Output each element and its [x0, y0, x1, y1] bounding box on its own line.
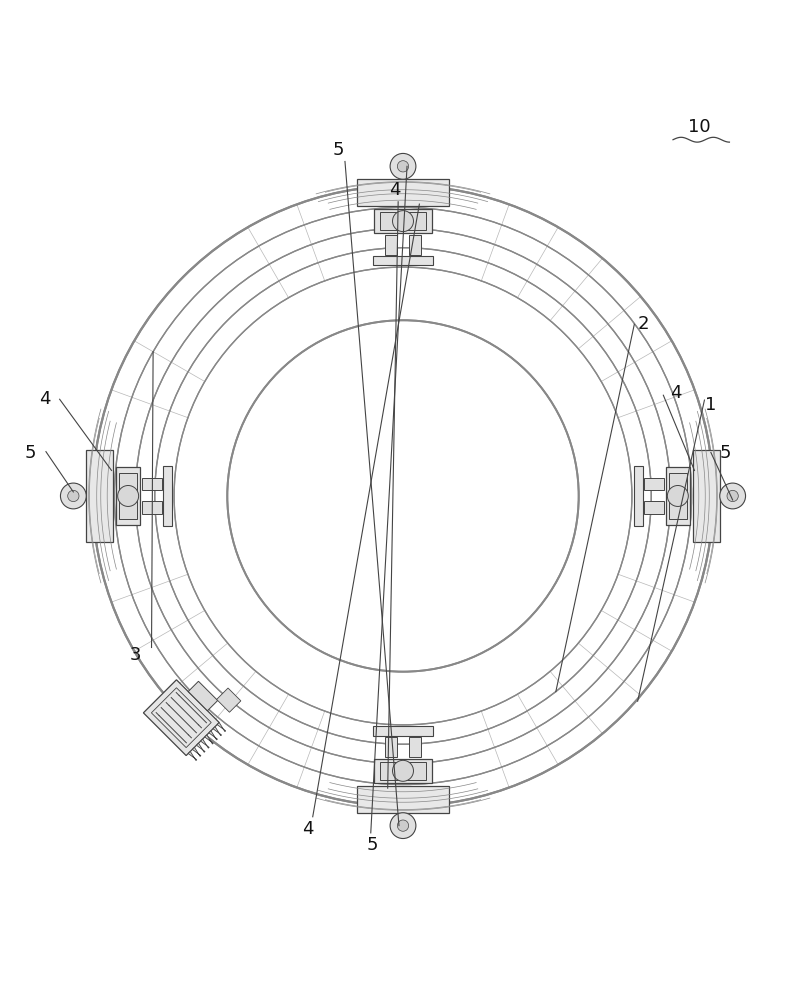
Circle shape [68, 490, 79, 502]
Polygon shape [205, 735, 214, 744]
Polygon shape [669, 473, 687, 519]
Polygon shape [409, 737, 422, 757]
Polygon shape [116, 467, 140, 525]
Polygon shape [209, 731, 218, 740]
Circle shape [393, 211, 413, 232]
Polygon shape [119, 473, 137, 519]
Circle shape [390, 813, 416, 839]
Polygon shape [409, 235, 422, 255]
Text: 5: 5 [367, 836, 378, 854]
Polygon shape [634, 466, 643, 526]
Circle shape [118, 485, 139, 506]
Polygon shape [644, 478, 664, 490]
Polygon shape [666, 467, 690, 525]
Circle shape [720, 483, 746, 509]
Circle shape [390, 153, 416, 179]
Polygon shape [644, 501, 664, 514]
Polygon shape [143, 680, 219, 756]
Polygon shape [357, 179, 450, 206]
Text: 10: 10 [688, 118, 711, 136]
Circle shape [727, 490, 738, 502]
Polygon shape [373, 256, 433, 265]
Polygon shape [189, 751, 197, 761]
Text: 4: 4 [670, 384, 681, 402]
Polygon shape [384, 235, 397, 255]
Polygon shape [189, 681, 218, 711]
Polygon shape [197, 743, 205, 752]
Text: 4: 4 [389, 181, 401, 199]
Text: 5: 5 [720, 444, 731, 462]
Polygon shape [217, 688, 241, 712]
Text: 5: 5 [25, 444, 36, 462]
Text: 1: 1 [705, 396, 717, 414]
Polygon shape [374, 209, 432, 233]
Circle shape [60, 483, 86, 509]
Text: 5: 5 [333, 141, 344, 159]
Polygon shape [356, 786, 450, 813]
Text: 4: 4 [302, 820, 314, 838]
Polygon shape [86, 450, 113, 542]
Polygon shape [384, 737, 397, 757]
Polygon shape [193, 747, 201, 756]
Text: 4: 4 [39, 390, 51, 408]
Polygon shape [693, 450, 720, 542]
Text: 2: 2 [638, 315, 649, 333]
Polygon shape [380, 762, 426, 780]
Circle shape [397, 820, 409, 831]
Polygon shape [213, 727, 222, 736]
Polygon shape [163, 466, 172, 526]
Circle shape [397, 161, 409, 172]
Polygon shape [380, 212, 426, 230]
Polygon shape [217, 723, 226, 732]
Polygon shape [373, 726, 433, 736]
Circle shape [667, 485, 688, 506]
Circle shape [393, 760, 413, 781]
Polygon shape [201, 739, 209, 748]
Polygon shape [142, 478, 162, 490]
Text: 3: 3 [130, 646, 141, 664]
Polygon shape [374, 759, 432, 783]
Polygon shape [142, 501, 162, 514]
